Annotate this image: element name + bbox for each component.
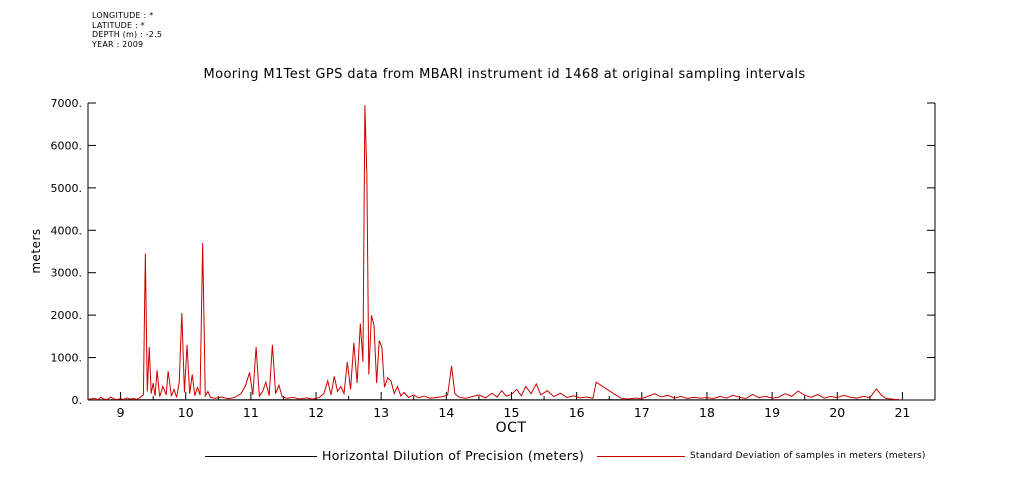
x-tick-label: 12 (308, 405, 324, 420)
year-text: YEAR : 2009 (92, 39, 144, 49)
y-tick-label: 5000. (51, 182, 83, 195)
legend-line-stddev (597, 456, 685, 457)
x-tick-label: 11 (243, 405, 259, 420)
depth-text: DEPTH (m) : -2.5 (92, 30, 163, 39)
metadata-block: LONGITUDE : * LATITUDE : * DEPTH (m) : -… (92, 11, 162, 49)
y-tick-label: 6000. (51, 139, 83, 152)
y-tick-label: 2000. (51, 309, 83, 322)
x-tick-label: 10 (178, 405, 194, 420)
x-axis-label: OCT (495, 420, 527, 436)
series-line-1 (87, 105, 900, 401)
x-tick-label: 16 (569, 405, 585, 420)
y-tick-label: 1000. (51, 352, 83, 365)
y-tick-label: 7000. (51, 97, 83, 110)
x-tick-label: 14 (438, 405, 454, 420)
legend-line-hdop (205, 456, 317, 457)
x-tick-label: 19 (764, 405, 780, 420)
x-tick-label: 13 (373, 405, 389, 420)
x-tick-label: 15 (504, 405, 520, 420)
x-tick-label: 21 (894, 405, 910, 420)
y-tick-label: 0. (72, 394, 83, 407)
y-tick-label: 3000. (51, 267, 83, 280)
longitude-text: LONGITUDE : * (92, 11, 154, 20)
x-tick-label: 20 (829, 405, 845, 420)
latitude-text: LATITUDE : * (92, 20, 145, 30)
legend-label-hdop: Horizontal Dilution of Precision (meters… (322, 448, 585, 463)
x-tick-label: 18 (699, 405, 715, 420)
x-tick-label: 17 (634, 405, 650, 420)
x-tick-label: 9 (117, 405, 125, 420)
legend-label-stddev: Standard Deviation of samples in meters … (690, 451, 926, 461)
chart-title: Mooring M1Test GPS data from MBARI instr… (203, 67, 806, 82)
y-tick-label: 4000. (51, 224, 83, 237)
